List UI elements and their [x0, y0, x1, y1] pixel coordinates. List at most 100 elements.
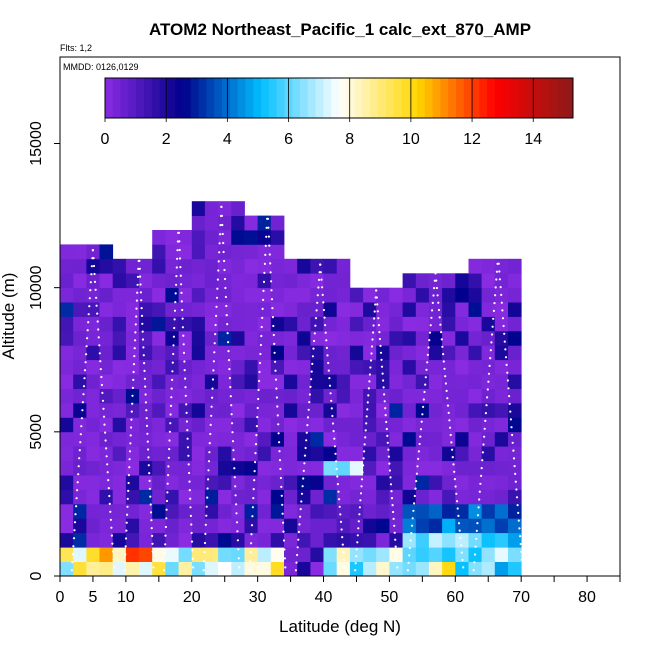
track-point: [370, 345, 374, 348]
heatmap-cell: [336, 561, 351, 576]
heatmap-cell: [349, 302, 364, 317]
heatmap-cell: [363, 518, 377, 534]
track-point: [203, 560, 206, 563]
track-point: [307, 408, 310, 411]
heatmap-cell: [257, 302, 272, 317]
track-point: [219, 233, 222, 236]
heatmap-cell: [73, 316, 87, 332]
track-point: [131, 394, 134, 397]
heatmap-cell: [363, 503, 377, 519]
heatmap-cell: [402, 561, 417, 576]
heatmap-cell: [218, 431, 232, 447]
heatmap-cell: [376, 345, 390, 361]
colorbar-swatch: [417, 78, 426, 118]
track-point: [191, 557, 194, 560]
track-point: [371, 338, 374, 341]
heatmap-cell: [191, 561, 206, 576]
track-point: [334, 452, 337, 455]
heatmap-cell: [494, 489, 509, 505]
track-point: [271, 316, 274, 319]
heatmap-cell: [376, 446, 390, 462]
track-point: [375, 296, 378, 299]
heatmap-cell: [389, 489, 403, 505]
colorbar-swatch: [346, 78, 356, 118]
track-point: [256, 416, 259, 419]
heatmap-cell: [244, 316, 259, 332]
heatmap-cell: [284, 403, 298, 418]
track-point: [498, 278, 501, 281]
heatmap-cell: [402, 489, 417, 505]
track-point: [143, 377, 146, 380]
heatmap-cell: [86, 547, 100, 562]
heatmap-cell: [415, 489, 430, 505]
heatmap-cell: [125, 374, 140, 389]
track-point: [205, 514, 208, 517]
track-point: [357, 520, 360, 523]
heatmap-cell: [442, 561, 456, 576]
heatmap-cell: [402, 330, 417, 346]
colorbar-tick-label: 0: [101, 131, 110, 148]
heatmap-cell: [415, 330, 430, 346]
track-point: [151, 542, 154, 545]
heatmap-cell: [270, 431, 285, 447]
heatmap-cell: [455, 330, 469, 346]
heatmap-cell: [297, 475, 311, 490]
track-point: [279, 476, 282, 480]
heatmap-cell: [442, 316, 456, 332]
track-point: [421, 413, 424, 416]
track-point: [393, 531, 396, 534]
heatmap-cell: [86, 431, 100, 447]
track-point: [217, 260, 220, 263]
track-point: [300, 492, 304, 495]
heatmap-cell: [112, 518, 127, 534]
track-point: [139, 275, 142, 278]
track-point: [175, 283, 178, 286]
heatmap-cell: [99, 287, 114, 303]
track-point: [250, 524, 254, 527]
heatmap-cell: [468, 417, 483, 433]
track-point: [480, 474, 483, 477]
track-point: [254, 461, 257, 464]
heatmap-cell: [349, 431, 364, 447]
heatmap-cell: [349, 547, 364, 562]
track-point: [514, 480, 517, 483]
heatmap-cell: [442, 532, 456, 548]
heatmap-cell: [363, 302, 377, 317]
track-point: [192, 566, 195, 569]
heatmap-cell: [297, 460, 311, 476]
track-point: [362, 464, 365, 467]
heatmap-cell: [481, 258, 496, 274]
track-point: [396, 566, 399, 569]
track-point: [275, 396, 278, 399]
heatmap-cell: [112, 460, 127, 476]
heatmap-cell: [284, 503, 298, 519]
heatmap-cell: [165, 460, 179, 476]
heatmap-cell: [204, 561, 219, 576]
heatmap-cell: [270, 273, 285, 289]
track-point: [129, 442, 132, 445]
track-point: [232, 449, 235, 452]
track-point: [428, 339, 431, 342]
heatmap-cell: [494, 359, 509, 375]
track-point: [229, 395, 232, 398]
track-point: [492, 309, 495, 312]
track-point: [85, 353, 88, 356]
heatmap-cell: [60, 302, 74, 317]
track-point: [433, 287, 436, 290]
heatmap-cell: [244, 287, 259, 303]
track-point: [278, 441, 281, 444]
heatmap-cell: [257, 460, 272, 476]
heatmap-cell: [112, 345, 127, 361]
heatmap-cell: [204, 359, 219, 375]
track-point: [132, 370, 135, 374]
colorbar-swatch: [206, 78, 215, 118]
track-point: [210, 414, 213, 417]
heatmap-cell: [152, 388, 166, 404]
colorbar-swatch: [354, 78, 363, 118]
track-point: [266, 208, 269, 211]
track-point: [101, 399, 105, 402]
track-point: [264, 244, 267, 247]
track-point: [165, 517, 168, 520]
heatmap-cell: [481, 345, 496, 361]
track-point: [204, 532, 207, 536]
